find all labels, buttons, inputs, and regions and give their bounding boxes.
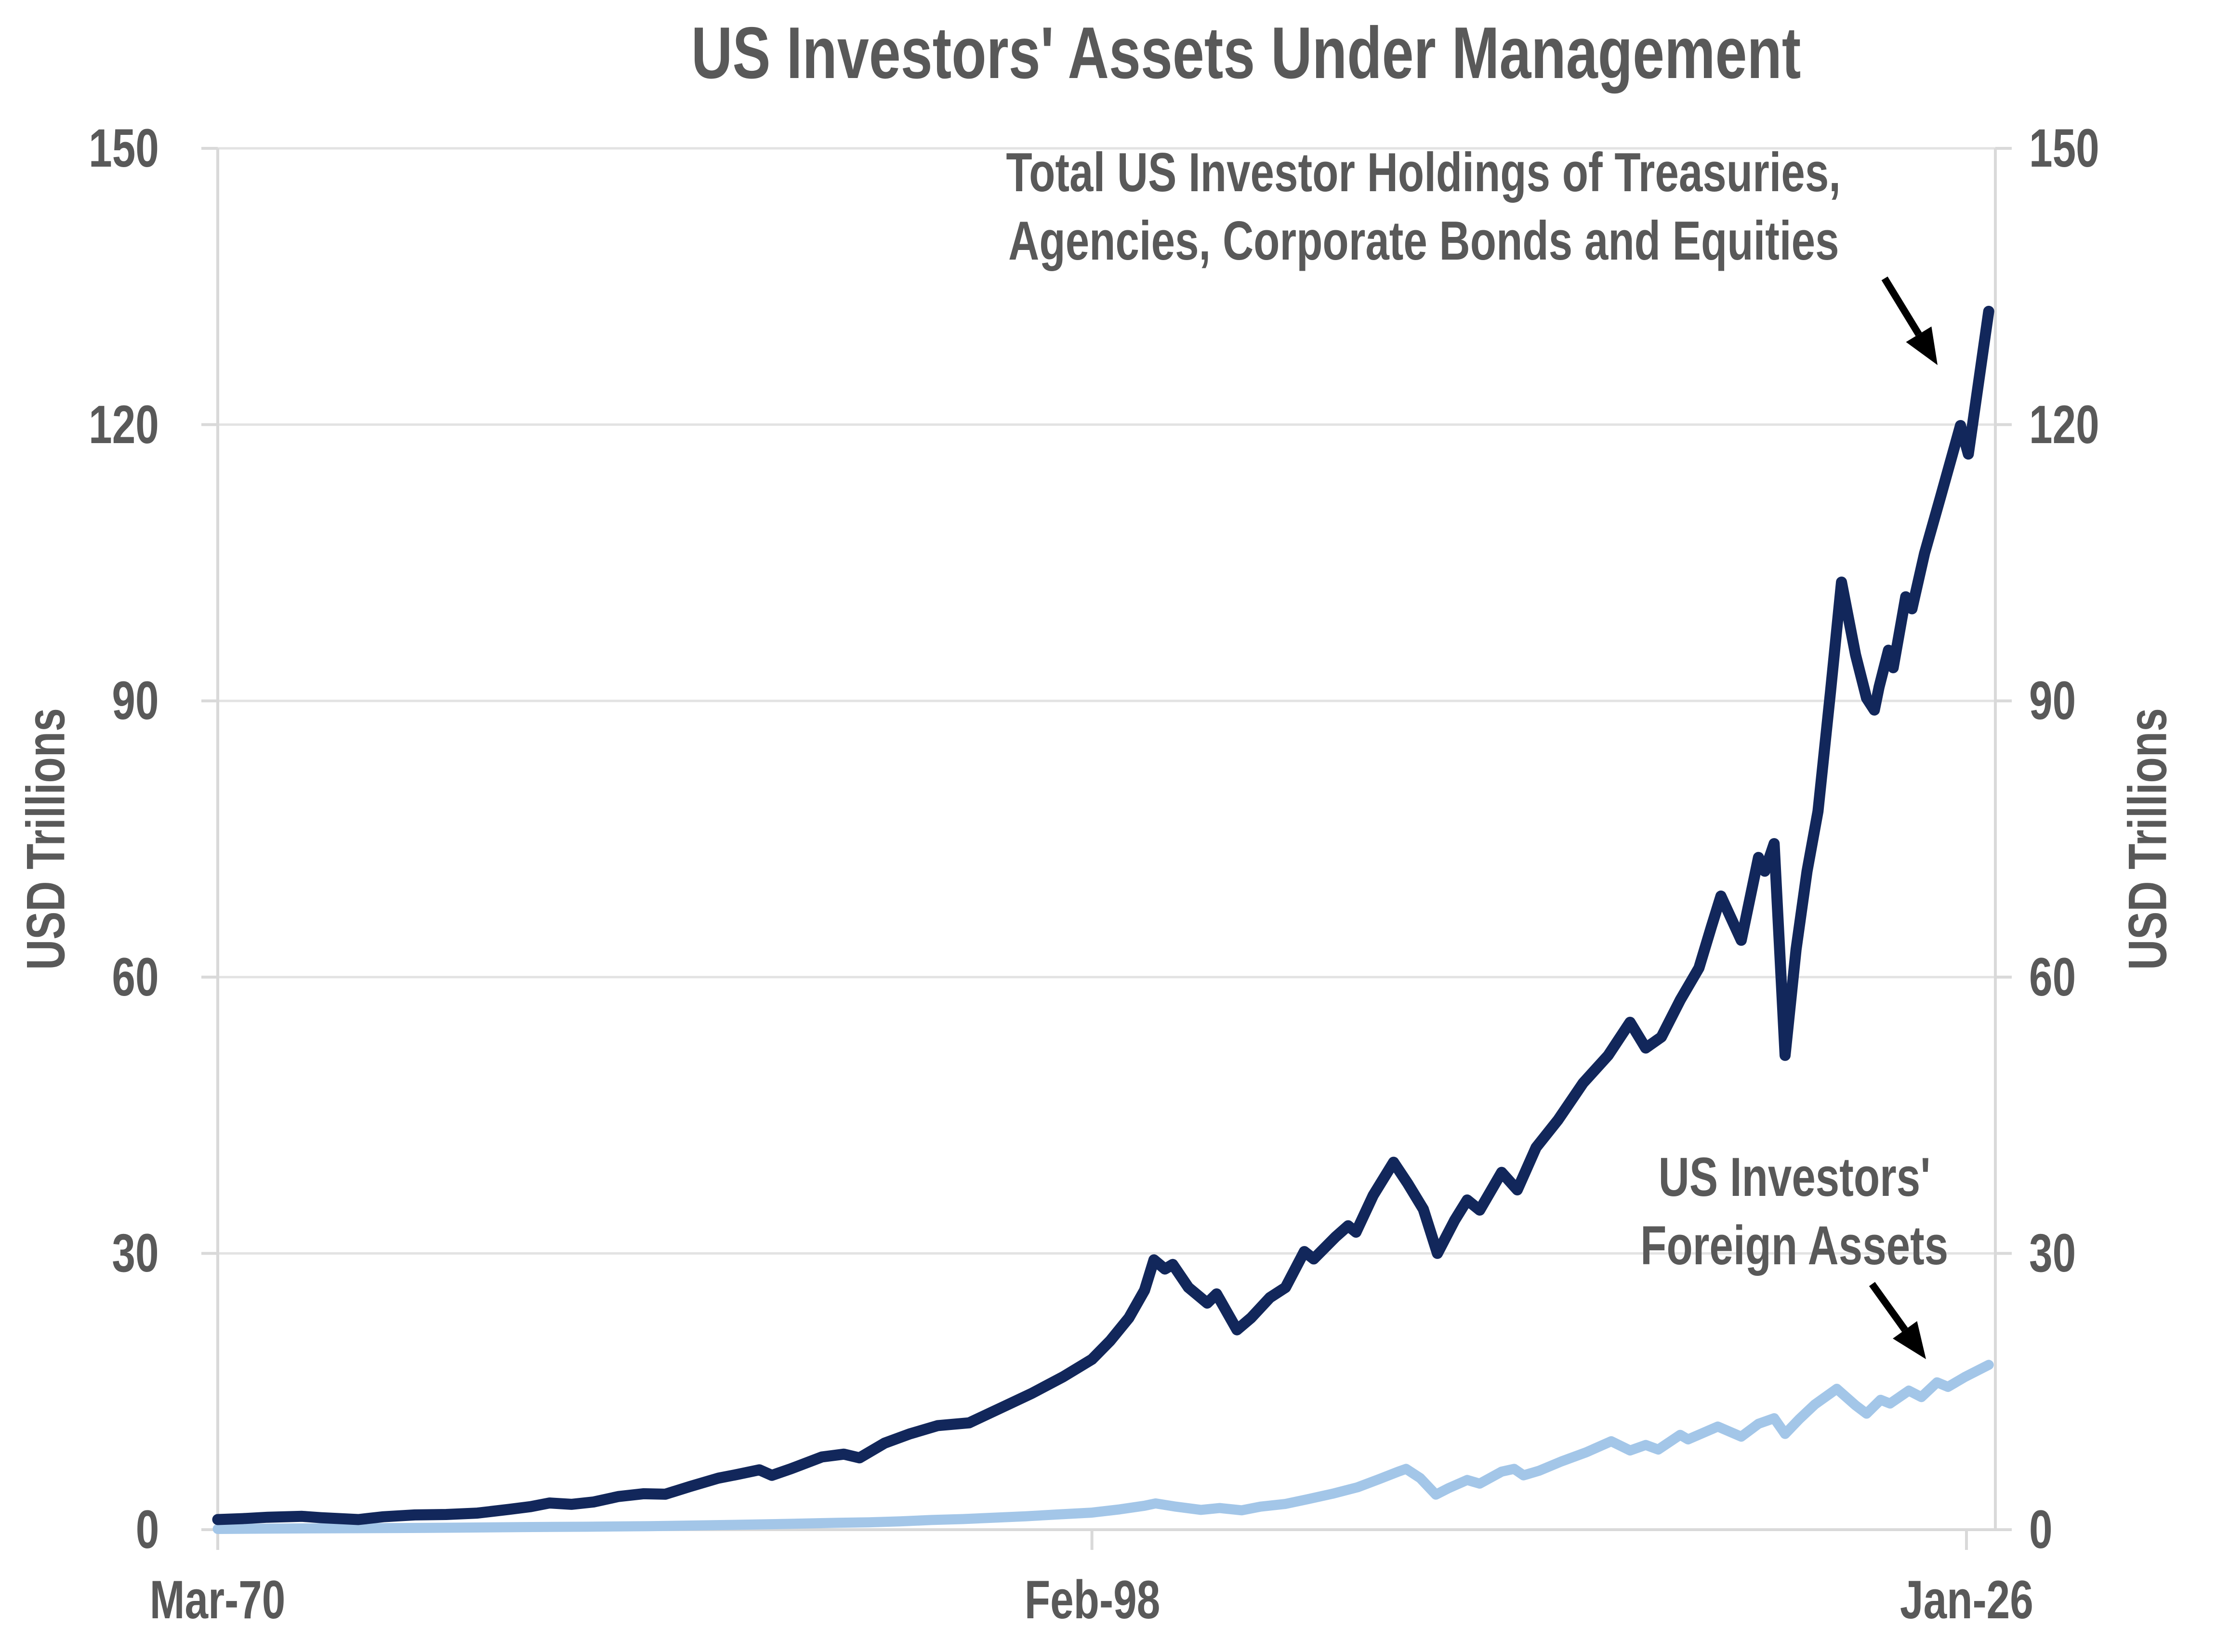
- annotation-foreign-assets-line1: US Investors': [1658, 1147, 1931, 1208]
- y-tick-label-right-30: 30: [2029, 1223, 2076, 1283]
- foreign-assets-line: [212, 1360, 1994, 1534]
- y-axis-title-right: USD Trillions: [2117, 708, 2178, 970]
- y-tick-label-right-150: 150: [2029, 118, 2099, 178]
- x-tick-label-Jan-26: Jan-26: [1899, 1570, 2033, 1630]
- annotation-total-holdings-line1: Total US Investor Holdings of Treasuries…: [1006, 142, 1841, 203]
- y-tick-label-left-150: 150: [89, 118, 159, 178]
- foreign-assets-arrow-head: [1893, 1321, 1926, 1359]
- y-axis-title-left: USD Trillions: [15, 708, 76, 970]
- y-tick-label-right-60: 60: [2029, 947, 2076, 1007]
- total-holdings-line: [212, 305, 1994, 1525]
- annotation-total-holdings: Total US Investor Holdings of Treasuries…: [845, 139, 2002, 275]
- annotation-foreign-assets-line2: Foreign Assets: [1640, 1215, 1949, 1276]
- y-tick-label-left-30: 30: [112, 1223, 159, 1283]
- y-tick-label-left-0: 0: [135, 1499, 159, 1560]
- foreign-assets-arrow-shaft: [1869, 1282, 1908, 1332]
- y-tick-label-right-120: 120: [2029, 394, 2099, 455]
- x-tick-label-Mar-70: Mar-70: [150, 1570, 286, 1630]
- annotation-foreign-assets: US Investors' Foreign Assets: [1457, 1143, 2132, 1280]
- annotation-total-holdings-line2: Agencies, Corporate Bonds and Equities: [1008, 210, 1839, 272]
- total-holdings-arrow-shaft: [1881, 276, 1922, 336]
- y-tick-label-left-60: 60: [112, 947, 159, 1007]
- y-tick-label-right-0: 0: [2029, 1499, 2053, 1560]
- y-tick-label-left-120: 120: [89, 394, 159, 455]
- x-tick-label-Feb-98: Feb-98: [1024, 1570, 1160, 1630]
- total-holdings-arrow-head: [1906, 326, 1938, 365]
- y-tick-label-left-90: 90: [112, 670, 159, 731]
- y-tick-label-right-90: 90: [2029, 670, 2076, 731]
- chart-title: US Investors' Assets Under Management: [691, 12, 1801, 94]
